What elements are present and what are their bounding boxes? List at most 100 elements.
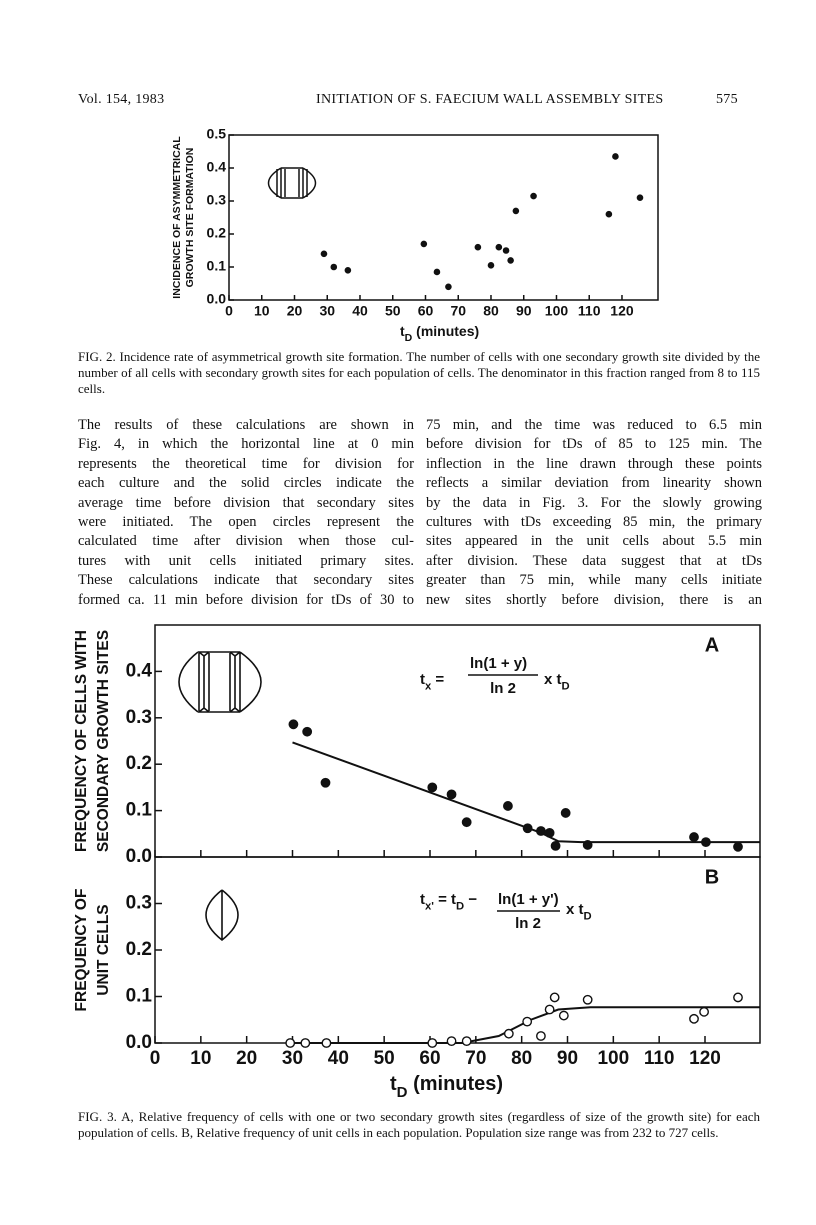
- x-tick-label: 10: [254, 303, 270, 319]
- data-point: [612, 153, 619, 160]
- text-line: inflection in the line drawn through the…: [426, 455, 762, 472]
- cell-icon: [205, 889, 239, 942]
- cell-icon: [267, 167, 317, 199]
- figure-caption: FIG. 3. A, Relative frequency of cells w…: [78, 1109, 760, 1140]
- data-point: [495, 243, 503, 251]
- text-segment: =: [431, 671, 444, 688]
- data-point: [536, 1031, 546, 1041]
- text-segment: (minutes): [412, 323, 479, 339]
- x-tick-label: 20: [236, 1048, 257, 1069]
- text-line: new sites shortly before division, there…: [426, 591, 762, 608]
- text-segment: = t: [434, 891, 456, 908]
- data-point: [522, 1016, 533, 1027]
- data-point: [550, 840, 561, 851]
- data-point: [474, 243, 482, 251]
- text-segment: x: [425, 680, 432, 692]
- text-line: after division. These data suggest that …: [426, 552, 762, 569]
- formula-rhs: x tD: [566, 901, 592, 922]
- data-point: [605, 210, 613, 218]
- x-tick-label: 40: [352, 303, 368, 319]
- x-tick-label: 70: [450, 303, 466, 319]
- data-point: [503, 801, 513, 811]
- y-tick-label: 0.0: [207, 291, 227, 307]
- formula-rhs: x tD: [544, 671, 570, 692]
- data-point: [446, 789, 457, 800]
- data-point: [733, 841, 743, 852]
- y-tick-label: 0.0: [126, 1032, 152, 1053]
- data-point: [330, 263, 338, 271]
- data-point: [536, 826, 546, 836]
- text-segment: x': [425, 900, 434, 912]
- y-axis-label: SECONDARY GROWTH SITES: [95, 630, 112, 852]
- data-point: [433, 268, 441, 276]
- y-axis-label: INCIDENCE OF ASYMMETRICAL: [171, 136, 183, 299]
- formula-denominator: ln 2: [515, 915, 541, 932]
- x-tick-label: 80: [511, 1048, 532, 1069]
- text-line: cultures with tDs exceeding 85 min, the …: [426, 514, 762, 531]
- panel-label: A: [705, 634, 719, 656]
- text-line: each culture and the solid circles indic…: [78, 475, 414, 492]
- text-line: tures with unit cells initiated primary …: [78, 552, 414, 569]
- x-tick-label: 100: [545, 303, 569, 319]
- x-tick-label: 30: [319, 303, 335, 319]
- text-segment: D: [562, 680, 570, 692]
- data-point: [502, 247, 510, 254]
- y-tick-label: 0.2: [126, 939, 152, 960]
- data-point: [582, 840, 593, 850]
- plot-frame: [154, 624, 761, 858]
- data-point: [544, 1004, 555, 1015]
- text-line: before division for tDs of 85 to 125 min…: [426, 436, 762, 453]
- y-tick-label: 0.2: [126, 753, 152, 774]
- y-tick-label: 0.4: [207, 159, 227, 175]
- text-line: average time before division that second…: [78, 494, 414, 511]
- formula-lhs: tx =: [420, 671, 444, 692]
- x-tick-label: 60: [418, 303, 434, 319]
- y-tick-label: 0.5: [207, 126, 227, 142]
- data-point: [321, 1038, 332, 1048]
- data-point: [512, 207, 520, 215]
- data-point: [699, 1006, 709, 1017]
- formula-denominator: ln 2: [490, 680, 516, 697]
- data-point: [427, 782, 438, 793]
- plot-frame: [228, 134, 659, 301]
- data-point: [701, 837, 711, 848]
- text-line: represents the theoretical time for divi…: [78, 455, 414, 472]
- data-point: [689, 832, 699, 842]
- x-tick-label: 90: [516, 303, 532, 319]
- x-tick-label: 120: [689, 1048, 721, 1069]
- page-number: 575: [716, 92, 738, 107]
- text-segment: t: [390, 1073, 397, 1095]
- x-tick-label: 20: [287, 303, 303, 319]
- x-tick-label: 120: [610, 303, 634, 319]
- data-point: [689, 1013, 699, 1024]
- text-line: greater than 75 min, while many cells in…: [426, 572, 762, 589]
- text-segment: D: [584, 910, 592, 922]
- data-point: [288, 719, 299, 730]
- x-tick-label: 80: [483, 303, 499, 319]
- data-point: [560, 808, 571, 818]
- data-point: [487, 262, 495, 269]
- data-point: [507, 257, 514, 264]
- data-point: [544, 827, 555, 838]
- data-point: [733, 992, 743, 1003]
- y-tick-label: 0.1: [126, 800, 153, 821]
- y-axis-label: FREQUENCY OF CELLS WITH: [73, 630, 90, 852]
- data-point: [582, 994, 593, 1005]
- y-axis-label: FREQUENCY OF: [73, 889, 90, 1012]
- text-line: 75 min, and the time was reduced to 6.5 …: [426, 417, 762, 433]
- data-point: [446, 1036, 457, 1047]
- x-tick-label: 90: [557, 1048, 578, 1069]
- y-tick-label: 0.3: [207, 192, 227, 208]
- x-tick-label: 70: [465, 1048, 486, 1069]
- x-tick-label: 10: [190, 1048, 211, 1069]
- y-tick-label: 0.3: [126, 893, 152, 914]
- x-tick-label: 100: [597, 1048, 629, 1069]
- text-line: were initiated. The open circles represe…: [78, 514, 414, 531]
- text-column: The results of these calculations are sh…: [78, 416, 414, 610]
- x-tick-label: 30: [282, 1048, 303, 1069]
- data-point: [445, 283, 452, 291]
- data-point: [302, 726, 313, 737]
- text-segment: t: [400, 323, 405, 339]
